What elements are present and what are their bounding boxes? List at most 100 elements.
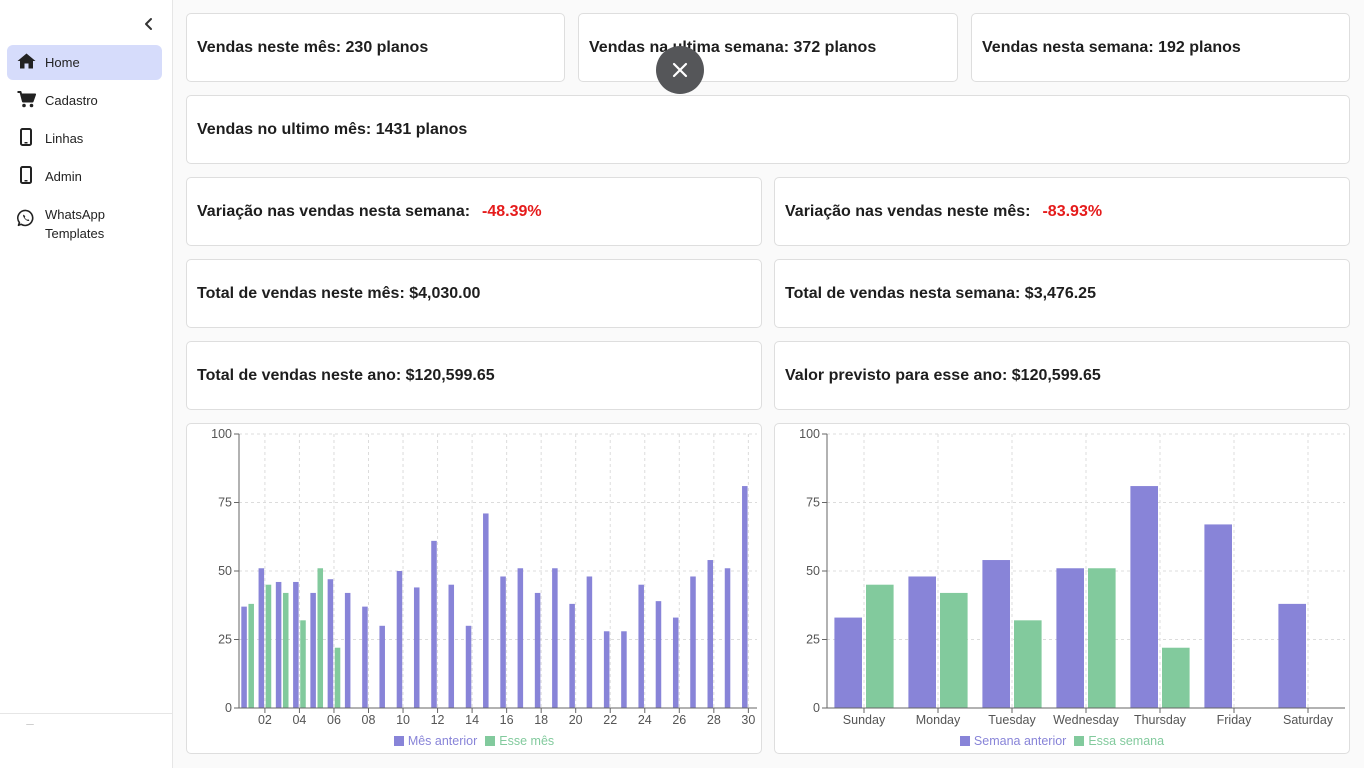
cart-icon bbox=[16, 90, 36, 108]
bar-mês-anterior bbox=[275, 581, 282, 708]
x-tick-label: 04 bbox=[292, 713, 306, 727]
bar-esse-mês bbox=[317, 568, 324, 708]
bar-mês-anterior bbox=[310, 592, 316, 708]
legend-swatch bbox=[393, 736, 404, 746]
bar-semana-anterior bbox=[1130, 486, 1158, 708]
bar-semana-anterior bbox=[908, 576, 936, 708]
bar-mês-anterior bbox=[534, 592, 541, 708]
x-tick-label: Thursday bbox=[1134, 713, 1187, 727]
x-tick-label: Wednesday bbox=[1053, 713, 1120, 727]
x-tick-label: Sunday bbox=[843, 713, 886, 727]
x-tick-label: 08 bbox=[362, 713, 376, 727]
sidebar-item-label: Home bbox=[45, 55, 80, 70]
bar-mês-anterior bbox=[465, 625, 472, 708]
bar-essa-semana bbox=[1014, 620, 1042, 708]
bar-mês-anterior bbox=[690, 576, 696, 708]
bar-esse-mês bbox=[265, 584, 272, 708]
stat-card-year-total: Total de vendas neste ano: $120,599.65 bbox=[186, 341, 762, 410]
sidebar-item-whatsapp-templates[interactable]: WhatsApp Templates bbox=[7, 197, 162, 251]
bar-essa-semana bbox=[940, 592, 968, 708]
x-tick-label: 30 bbox=[741, 713, 755, 727]
stat-card-year-forecast: Valor previsto para esse ano: $120,599.6… bbox=[774, 341, 1350, 410]
x-tick-label: 20 bbox=[569, 713, 583, 727]
y-tick-label: 25 bbox=[218, 633, 232, 647]
bar-essa-semana bbox=[1088, 568, 1116, 708]
bar-mês-anterior bbox=[362, 606, 368, 708]
bar-mês-anterior bbox=[707, 560, 714, 708]
bar-mês-anterior bbox=[603, 631, 610, 708]
legend-label: Mês anterior bbox=[407, 734, 478, 748]
bar-mês-anterior bbox=[655, 601, 662, 708]
home-icon bbox=[16, 52, 36, 70]
bar-mês-anterior bbox=[327, 579, 334, 708]
legend-swatch bbox=[1074, 736, 1085, 746]
stat-card-month-total: Total de vendas neste mês: $4,030.00 bbox=[186, 259, 762, 328]
bar-esse-mês bbox=[248, 603, 254, 708]
sidebar-item-admin[interactable]: Admin bbox=[7, 159, 162, 194]
close-button[interactable] bbox=[656, 46, 704, 94]
stat-card-month-variation: Variação nas vendas neste mês: -83.93% bbox=[774, 177, 1350, 246]
weekly-sales-chart-svg: 0 25 50 75 100 Sunday Monday Tuesday Wednesday Th… bbox=[799, 427, 1345, 727]
bar-mês-anterior bbox=[379, 625, 385, 708]
stat-card-last-month-sales: Vendas no ultimo mês: 1431 planos bbox=[186, 95, 1350, 164]
y-tick-label: 100 bbox=[211, 427, 232, 441]
x-tick-label: Monday bbox=[916, 713, 961, 727]
x-tick-label: Tuesday bbox=[988, 713, 1036, 727]
stat-text: Total de vendas neste ano: $120,599.65 bbox=[197, 366, 495, 384]
bar-mês-anterior bbox=[552, 568, 558, 708]
stat-card-last-week-sales: Vendas na ultima semana: 372 planos bbox=[578, 13, 958, 82]
sidebar-nav: Home Cadastro Linhas Admin WhatsApp Temp… bbox=[7, 45, 162, 254]
bar-mês-anterior bbox=[742, 486, 748, 708]
bar-semana-anterior bbox=[1056, 568, 1084, 708]
bar-mês-anterior bbox=[448, 584, 455, 708]
bar-mês-anterior bbox=[344, 592, 351, 708]
chart-legend: Semana anterior Essa semana bbox=[775, 734, 1349, 748]
bar-mês-anterior bbox=[672, 617, 679, 708]
variation-label: Variação nas vendas neste mês: bbox=[785, 202, 1031, 220]
legend-label: Essa semana bbox=[1088, 734, 1165, 748]
x-tick-label: 02 bbox=[258, 713, 272, 727]
x-tick-label: 12 bbox=[431, 713, 445, 727]
x-tick-label: 14 bbox=[465, 713, 479, 727]
bar-mês-anterior bbox=[586, 576, 593, 708]
bar-mês-anterior bbox=[258, 568, 265, 708]
whatsapp-icon bbox=[16, 209, 36, 227]
legend-item-current[interactable]: Esse mês bbox=[485, 734, 554, 748]
sidebar-item-label: Linhas bbox=[45, 131, 84, 146]
bar-esse-mês bbox=[300, 620, 306, 708]
bar-mês-anterior bbox=[500, 576, 506, 708]
y-tick-label: 25 bbox=[806, 633, 820, 647]
stat-card-week-sales: Vendas nesta semana: 192 planos bbox=[971, 13, 1350, 82]
sidebar-item-label: Admin bbox=[45, 169, 82, 184]
stat-text: Vendas na ultima semana: 372 planos bbox=[589, 38, 877, 56]
bar-semana-anterior bbox=[1204, 524, 1232, 708]
bar-semana-anterior bbox=[834, 617, 862, 708]
stat-card-week-variation: Variação nas vendas nesta semana: -48.39% bbox=[186, 177, 762, 246]
phone-icon bbox=[16, 166, 36, 184]
y-tick-label: 75 bbox=[218, 496, 232, 510]
bar-mês-anterior bbox=[293, 581, 299, 708]
bar-mês-anterior bbox=[569, 603, 575, 708]
legend-item-previous[interactable]: Mês anterior bbox=[393, 734, 478, 748]
y-tick-label: 100 bbox=[799, 427, 820, 441]
sidebar-item-home[interactable]: Home bbox=[7, 45, 162, 80]
sidebar-item-linhas[interactable]: Linhas bbox=[7, 121, 162, 156]
weekly-sales-chart: 0 25 50 75 100 Sunday Monday Tuesday Wednesday Th… bbox=[774, 423, 1350, 754]
legend-item-current[interactable]: Essa semana bbox=[1074, 734, 1164, 748]
stat-text: Variação nas vendas nesta semana: -48.39% bbox=[197, 203, 542, 221]
stat-text: Total de vendas neste mês: $4,030.00 bbox=[197, 284, 481, 302]
x-tick-label: 28 bbox=[707, 713, 721, 727]
collapse-sidebar-button[interactable] bbox=[138, 12, 160, 36]
x-tick-label: 18 bbox=[534, 713, 548, 727]
bar-mês-anterior bbox=[621, 631, 627, 708]
legend-label: Esse mês bbox=[499, 734, 555, 748]
variation-label: Variação nas vendas nesta semana: bbox=[197, 202, 471, 220]
legend-item-previous[interactable]: Semana anterior bbox=[959, 734, 1066, 748]
x-tick-label: 06 bbox=[327, 713, 341, 727]
bar-essa-semana bbox=[1162, 647, 1190, 708]
stat-card-week-total: Total de vendas nesta semana: $3,476.25 bbox=[774, 259, 1350, 328]
stat-text: Vendas neste mês: 230 planos bbox=[197, 38, 429, 56]
sidebar-item-cadastro[interactable]: Cadastro bbox=[7, 83, 162, 118]
x-tick-label: 24 bbox=[638, 713, 652, 727]
phone-icon bbox=[16, 128, 36, 146]
